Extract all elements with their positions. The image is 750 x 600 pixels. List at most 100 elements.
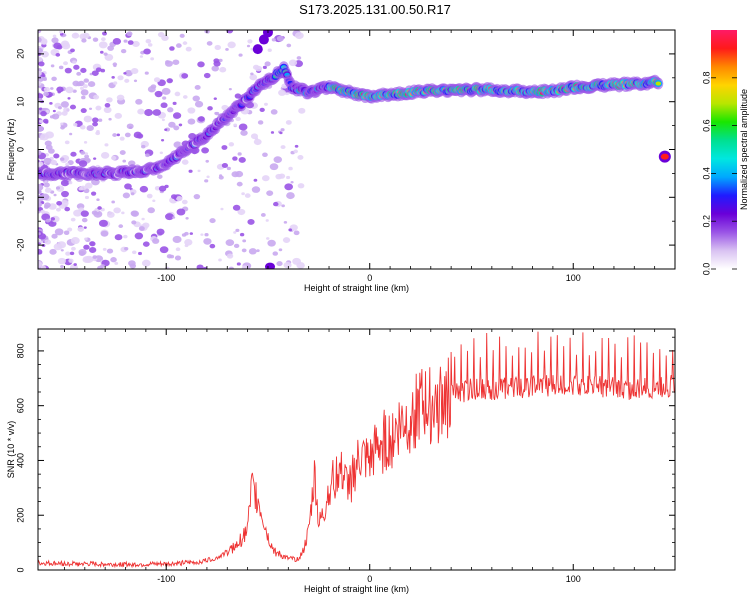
noise-blob — [173, 112, 182, 119]
noise-blob — [259, 107, 265, 112]
noise-blob — [99, 50, 104, 54]
noise-blob — [38, 56, 43, 62]
heatmap-x-tick-label: -100 — [157, 273, 175, 283]
noise-blob — [179, 33, 185, 38]
noise-blob — [83, 244, 90, 250]
noise-blob — [173, 125, 180, 131]
noise-blob — [197, 169, 201, 173]
noise-blob — [194, 85, 201, 90]
noise-blob — [73, 122, 78, 127]
noise-blob — [280, 128, 285, 132]
noise-blob — [124, 78, 130, 83]
heatmap-x-tick-label: 0 — [367, 273, 372, 283]
noise-blob — [203, 266, 208, 269]
noise-blob — [38, 161, 44, 167]
noise-blob — [172, 101, 177, 106]
noise-blob — [60, 122, 64, 126]
noise-blob — [270, 109, 278, 115]
noise-blob — [225, 239, 235, 247]
noise-blob — [276, 35, 284, 42]
noise-blob — [288, 166, 293, 171]
noise-blob — [106, 97, 113, 103]
noise-blob — [91, 191, 97, 196]
noise-blob — [63, 61, 69, 66]
noise-blob — [123, 71, 127, 75]
noise-blob — [60, 249, 64, 252]
noise-blob — [49, 101, 53, 105]
noise-blob — [63, 230, 70, 235]
noise-blob — [82, 32, 90, 39]
noise-blob — [228, 142, 235, 147]
noise-blob — [52, 34, 57, 38]
noise-blob — [70, 48, 75, 53]
noise-blob — [104, 53, 114, 61]
noise-blob — [203, 238, 212, 245]
noise-blob — [206, 41, 213, 46]
line-y-tick-label: 800 — [15, 343, 25, 358]
noise-blob — [205, 159, 209, 163]
noise-blob — [181, 233, 187, 237]
noise-blob — [218, 175, 224, 180]
noise-blob — [96, 129, 100, 133]
noise-blob — [286, 175, 291, 180]
noise-blob — [159, 151, 163, 155]
noise-blob — [235, 170, 244, 178]
noise-blob — [293, 149, 298, 154]
noise-blob — [254, 65, 263, 72]
noise-blob — [276, 261, 283, 267]
noise-blob — [181, 159, 189, 165]
line-y-axis-label: SNR (10 * v/v) — [6, 421, 16, 479]
noise-blob — [213, 58, 220, 64]
noise-blob — [106, 248, 114, 254]
noise-blob — [246, 44, 251, 48]
noise-blob — [43, 182, 50, 188]
noise-blob — [185, 46, 192, 52]
noise-blob — [39, 119, 44, 123]
noise-blob — [122, 159, 127, 163]
noise-blob — [146, 193, 153, 199]
noise-blob — [124, 69, 133, 77]
noise-blob — [112, 133, 117, 137]
noise-blob — [251, 186, 261, 193]
noise-blob — [112, 38, 122, 45]
isolated-peak — [660, 153, 669, 160]
noise-blob — [38, 52, 42, 57]
noise-blob — [250, 72, 254, 76]
noise-blob — [95, 67, 102, 72]
noise-blob — [79, 86, 84, 90]
noise-blob — [80, 210, 89, 217]
noise-blob — [189, 232, 193, 235]
noise-blob — [280, 145, 286, 150]
noise-blob — [209, 218, 216, 224]
line-x-tick-label: -100 — [157, 574, 175, 584]
noise-blob — [294, 32, 304, 40]
noise-blob — [113, 81, 118, 85]
noise-blob — [296, 261, 305, 269]
noise-blob — [84, 195, 90, 200]
noise-blob — [175, 43, 182, 48]
noise-blob — [236, 181, 243, 187]
noise-blob — [134, 232, 144, 240]
noise-blob — [80, 67, 87, 73]
noise-blob — [145, 153, 150, 158]
noise-blob — [145, 38, 152, 44]
noise-blob — [285, 120, 292, 125]
noise-blob — [135, 98, 143, 105]
noise-blob — [139, 55, 144, 58]
colorbar-tick-label: 0.0 — [701, 263, 711, 276]
chart-title: S173.2025.131.00.50.R17 — [299, 2, 451, 17]
noise-blob — [249, 74, 258, 81]
noise-blob — [51, 76, 57, 82]
noise-blob — [247, 39, 253, 44]
noise-blob — [91, 70, 99, 76]
noise-blob — [131, 220, 137, 225]
noise-blob — [80, 108, 87, 114]
line-y-tick-label: 0 — [15, 567, 25, 572]
noise-blob — [297, 154, 304, 160]
noise-blob — [72, 60, 77, 64]
line-y-tick-label: 400 — [15, 453, 25, 468]
noise-blob — [172, 59, 180, 65]
noise-blob — [241, 265, 248, 269]
noise-blob — [65, 86, 74, 94]
noise-blob — [111, 200, 115, 204]
